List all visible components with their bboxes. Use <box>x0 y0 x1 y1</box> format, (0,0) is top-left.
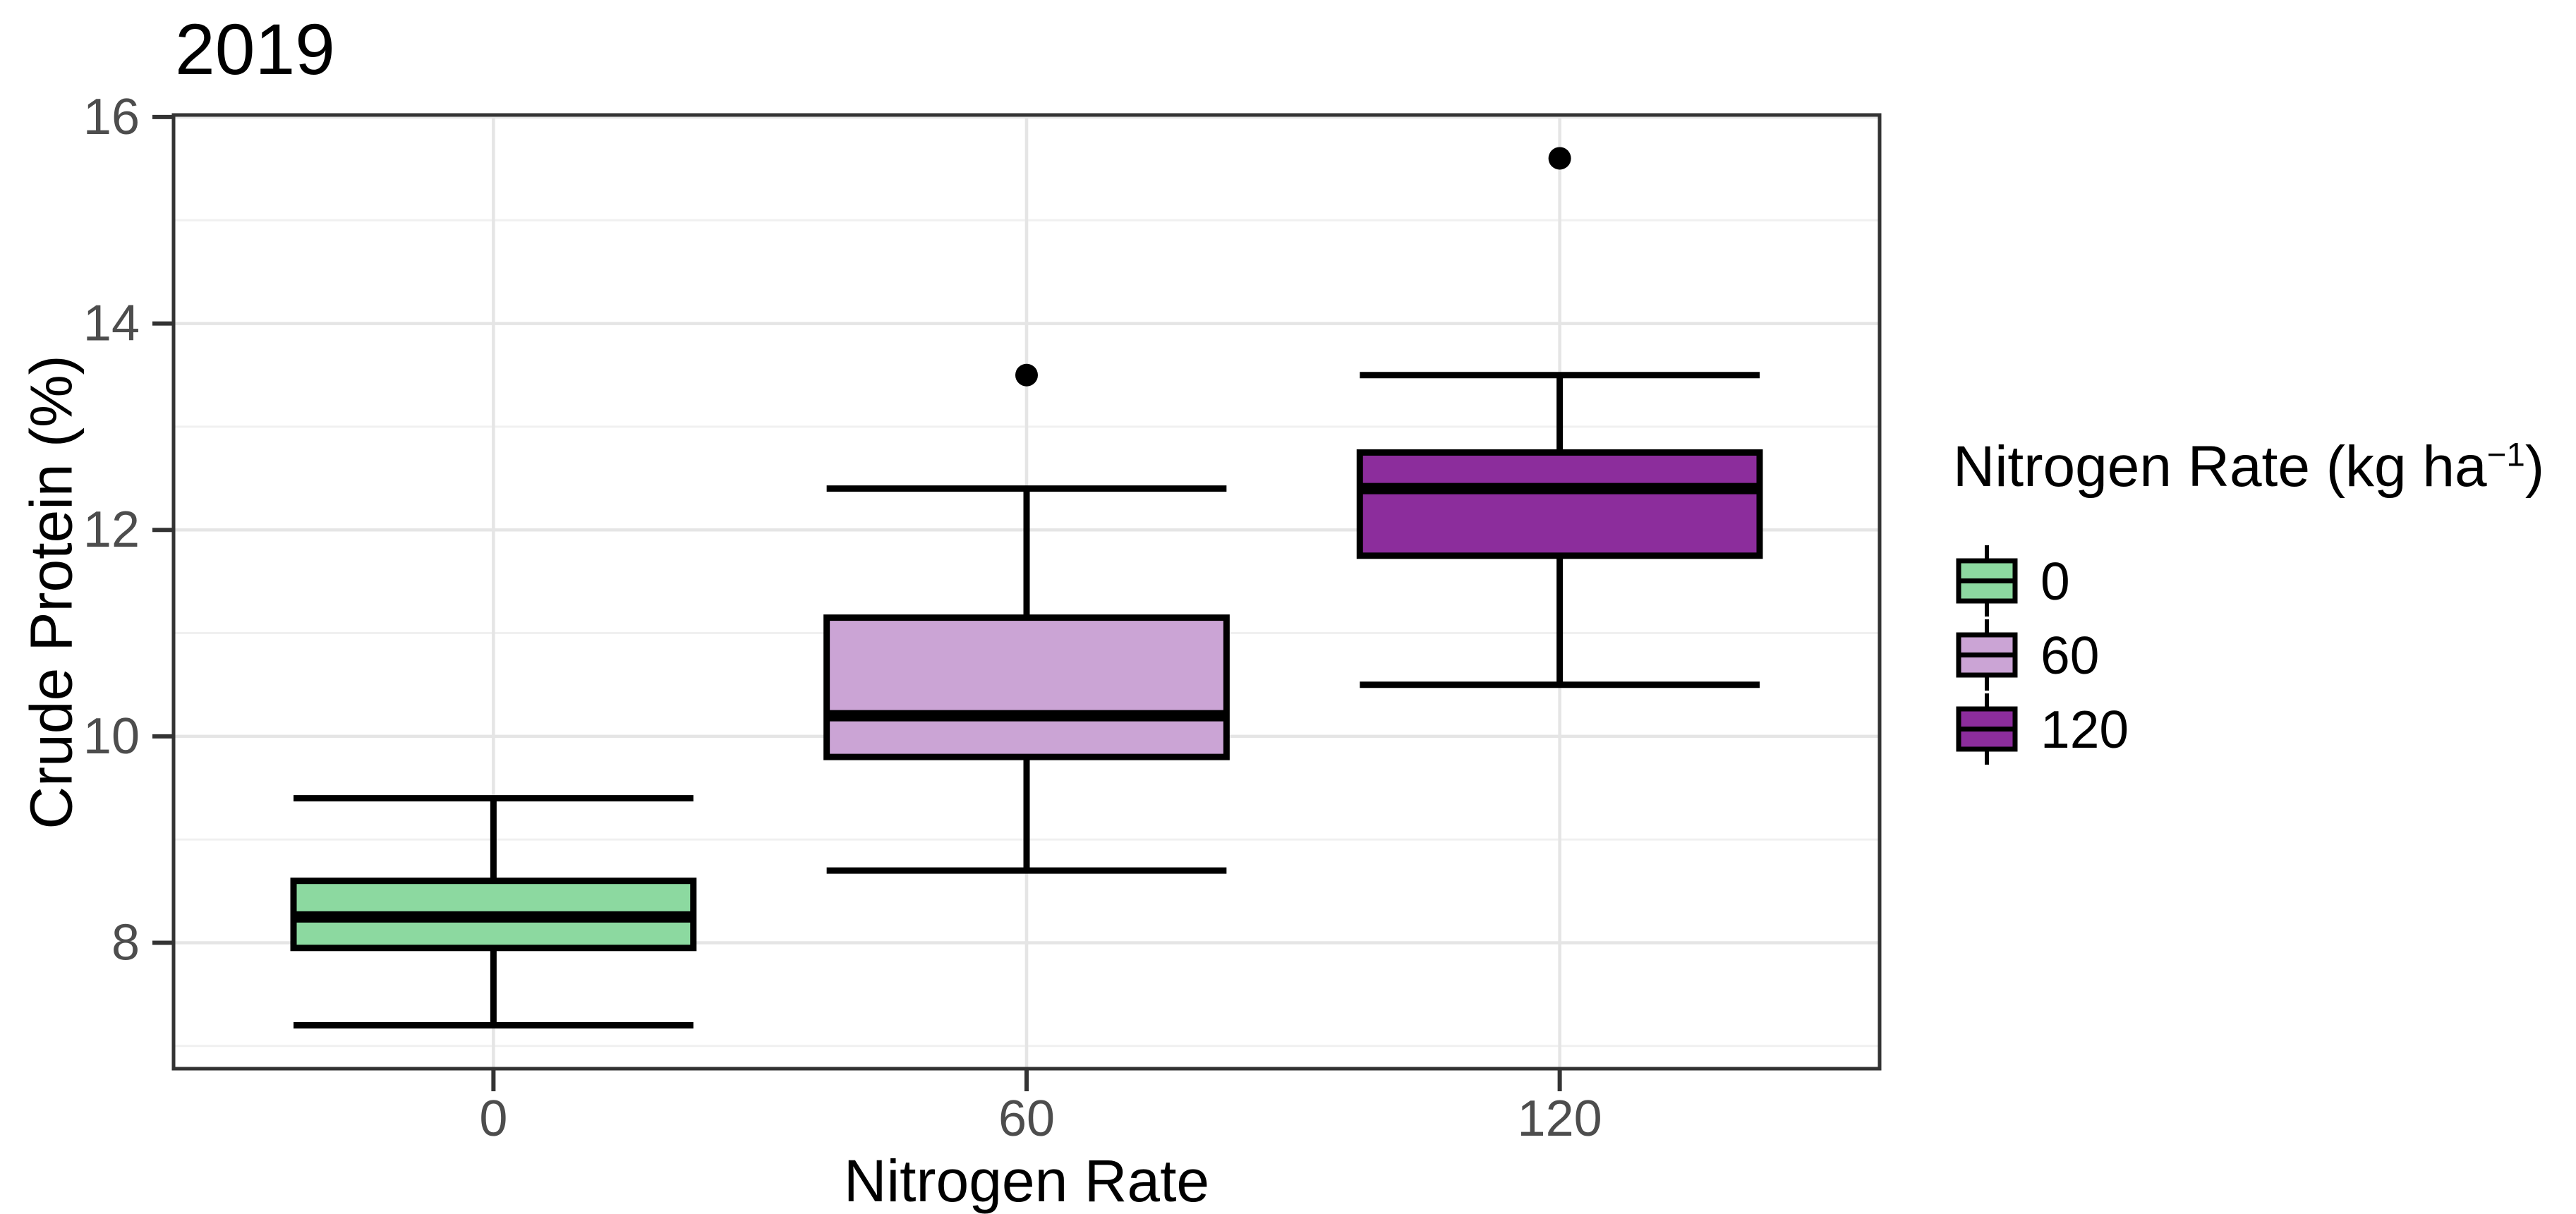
x-tick-label-0: 0 <box>479 1091 507 1147</box>
y-axis-title-wrap: Crude Protein (%) <box>13 115 90 1069</box>
legend-entry: 60 <box>1953 618 2544 692</box>
box-120 <box>1356 449 1763 559</box>
legend-title-close: ) <box>2524 435 2545 499</box>
x-tick-label-60: 60 <box>998 1091 1055 1147</box>
x-axis-title: Nitrogen Rate <box>843 1148 1210 1214</box>
y-tick-label-14: 14 <box>83 296 140 352</box>
box-60 <box>823 614 1230 760</box>
legend-key-boxplot-icon <box>1956 693 2018 765</box>
legend-title: Nitrogen Rate (kg ha−1) <box>1953 434 2544 500</box>
legend-key-boxplot-icon <box>1956 619 2018 691</box>
y-tick-label-8: 8 <box>111 914 140 971</box>
legend-key-boxplot-icon <box>1956 545 2018 617</box>
legend-title-text: Nitrogen Rate (kg ha <box>1953 435 2487 499</box>
legend-label: 120 <box>2040 699 2129 759</box>
legend-label: 0 <box>2040 551 2070 611</box>
plot-title: 2019 <box>175 9 335 90</box>
legend-label: 60 <box>2040 625 2100 685</box>
y-tick-label-10: 10 <box>83 708 140 765</box>
legend-entry: 120 <box>1953 692 2544 766</box>
outlier-point-60 <box>1015 363 1038 387</box>
x-tick-label-120: 120 <box>1518 1091 1602 1147</box>
legend-entry: 0 <box>1953 544 2544 618</box>
y-axis-title: Crude Protein (%) <box>18 354 85 830</box>
legend-title-superscript: −1 <box>2486 436 2525 474</box>
y-tick-label-16: 16 <box>83 89 140 145</box>
outlier-point-120 <box>1548 147 1571 170</box>
y-tick-label-12: 12 <box>83 502 140 558</box>
legend: Nitrogen Rate (kg ha−1) 0 60 12 <box>1953 434 2544 766</box>
panel-border <box>171 113 1882 1071</box>
